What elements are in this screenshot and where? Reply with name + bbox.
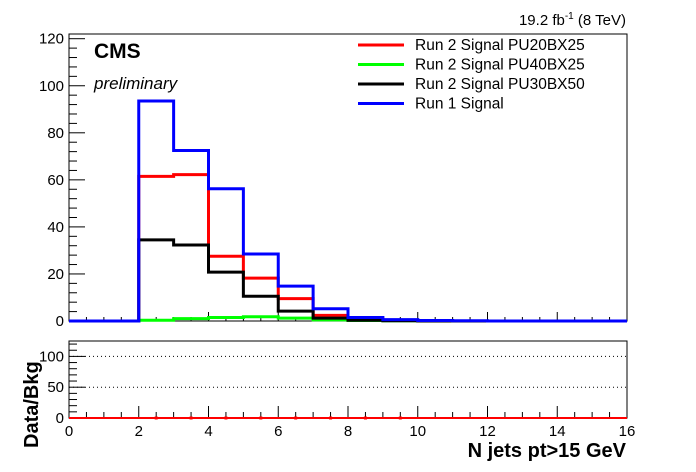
legend-entry: Run 2 Signal PU20BX25 [415,37,585,54]
x-tick-label: 4 [204,423,212,440]
legend-entry: Run 2 Signal PU40BX25 [415,57,585,74]
y-tick-label: 120 [39,31,64,48]
ratio-point [398,416,402,420]
y-tick-label: 80 [47,125,64,142]
x-tick-label: 6 [274,423,282,440]
ratio-y-tick-label: 0 [56,410,64,427]
y-tick-label: 20 [47,266,64,283]
ratio-y-tick-label: 50 [47,379,64,396]
luminosity-label: 19.2 fb-1 (8 TeV) [519,11,626,29]
ratio-point [363,416,367,420]
legend-entry: Run 2 Signal PU30BX50 [415,76,585,93]
ratio-y-axis-title: Data/Bkg [21,361,43,448]
ratio-point [224,416,228,420]
x-tick-label: 16 [619,423,636,440]
ratio-point [259,416,263,420]
ratio-plot-series [69,416,627,420]
x-tick-label: 2 [135,423,143,440]
x-tick-label: 14 [549,423,566,440]
series-line [69,99,627,323]
preliminary-label: preliminary [93,74,179,93]
ratio-point [189,416,193,420]
ratio-point [329,416,333,420]
x-tick-label: 8 [344,423,352,440]
y-tick-label: 100 [39,78,64,95]
legend-entry: Run 1 Signal [415,96,504,113]
ratio-y-tick-label: 100 [39,348,64,365]
ratio-point [154,416,158,420]
x-tick-label: 12 [479,423,496,440]
series-line [69,173,627,323]
legend: Run 2 Signal PU20BX25 Run 2 Signal PU40BX… [358,37,585,113]
ratio-point [294,416,298,420]
y-tick-label: 0 [56,313,64,330]
y-tick-label: 40 [47,219,64,236]
ratio-plot-axes: 0 50 100 0 2 4 6 8 10 12 14 16 [39,340,636,440]
x-tick-label: 10 [409,423,426,440]
main-plot-series [69,99,627,323]
cms-label: CMS [94,40,141,63]
x-axis-title: N jets pt>15 GeV [468,440,627,462]
y-tick-label: 60 [47,172,64,189]
x-tick-label: 0 [65,423,73,440]
